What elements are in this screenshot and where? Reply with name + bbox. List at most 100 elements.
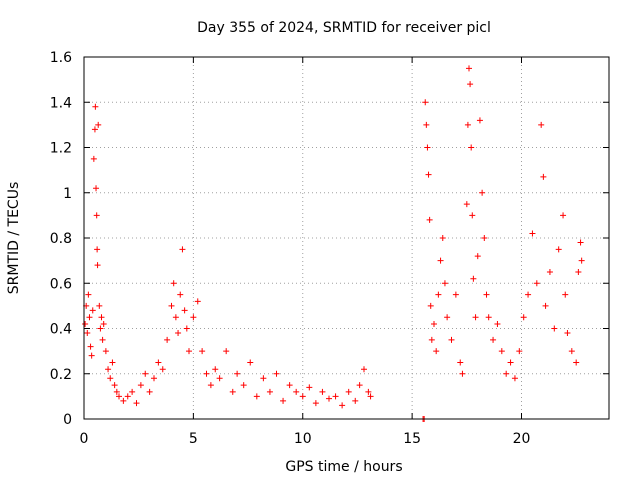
- data-point: [503, 370, 510, 377]
- data-point: [96, 302, 103, 309]
- data-point: [260, 375, 267, 382]
- data-point: [367, 393, 374, 400]
- data-point: [470, 275, 477, 282]
- data-point: [423, 121, 430, 128]
- data-point: [181, 307, 188, 314]
- data-point: [129, 388, 136, 395]
- data-point: [177, 291, 184, 298]
- y-tick-label: 1.6: [50, 50, 72, 66]
- data-point: [312, 400, 319, 407]
- data-point: [457, 359, 464, 366]
- data-point: [86, 314, 93, 321]
- x-tick-label: 0: [80, 431, 89, 447]
- data-point: [361, 366, 367, 373]
- data-point: [490, 336, 497, 343]
- data-point: [273, 370, 280, 377]
- data-point: [199, 348, 206, 355]
- data-point: [319, 388, 326, 395]
- data-point: [441, 280, 448, 287]
- data-point: [306, 384, 313, 391]
- data-point: [472, 314, 479, 321]
- data-point: [494, 320, 501, 327]
- data-point: [468, 144, 475, 151]
- data-point: [448, 336, 455, 343]
- data-point: [435, 291, 442, 298]
- data-point: [365, 388, 372, 395]
- data-point: [97, 325, 104, 332]
- data-point: [89, 307, 96, 314]
- data-point: [356, 382, 363, 389]
- data-point: [428, 336, 435, 343]
- data-point: [352, 397, 359, 404]
- data-point: [88, 352, 95, 359]
- data-point: [98, 314, 105, 321]
- data-point: [84, 330, 91, 337]
- data-point: [99, 336, 106, 343]
- data-point: [87, 343, 94, 350]
- data-point: [555, 246, 562, 253]
- data-point: [464, 121, 471, 128]
- data-point: [190, 314, 197, 321]
- data-point: [562, 291, 569, 298]
- data-point: [133, 400, 140, 407]
- data-point: [120, 397, 127, 404]
- data-point: [444, 314, 451, 321]
- data-point: [469, 212, 476, 219]
- x-tick-label: 10: [294, 431, 312, 447]
- data-point: [474, 253, 481, 260]
- data-point: [175, 330, 182, 337]
- data-point: [452, 291, 459, 298]
- data-point: [426, 216, 433, 223]
- data-point: [560, 212, 567, 219]
- data-point: [463, 201, 470, 208]
- y-tick-label: 1.4: [50, 95, 72, 111]
- y-axis-label: SRMTID / TECUs: [6, 182, 22, 295]
- data-point: [94, 246, 101, 253]
- data-point: [155, 359, 162, 366]
- data-point: [207, 382, 214, 389]
- data-point: [520, 314, 527, 321]
- x-tick-labels: 0 5 10 15 20: [80, 431, 531, 447]
- data-point: [439, 235, 446, 241]
- data-point: [437, 257, 444, 264]
- data-point: [479, 189, 486, 196]
- axis-ticks: [83, 56, 609, 420]
- data-point: [164, 336, 171, 343]
- data-point: [93, 212, 100, 219]
- data-point: [212, 366, 219, 373]
- data-point: [229, 388, 236, 395]
- data-point: [247, 359, 254, 366]
- y-tick-label: 0.6: [50, 276, 72, 292]
- data-point: [339, 402, 346, 409]
- data-point: [240, 382, 247, 389]
- y-tick-label: 1.2: [50, 141, 72, 157]
- data-point: [525, 291, 532, 298]
- data-point: [203, 370, 210, 377]
- x-tick-label: 5: [189, 431, 198, 447]
- data-point: [159, 366, 166, 373]
- data-point: [234, 370, 241, 377]
- data-point: [85, 291, 92, 298]
- data-point: [146, 388, 153, 395]
- data-point: [345, 388, 352, 395]
- data-point: [253, 393, 260, 400]
- data-point: [179, 246, 186, 253]
- data-point: [293, 388, 300, 395]
- data-point: [575, 268, 582, 275]
- data-point: [92, 103, 99, 110]
- data-point: [578, 257, 585, 264]
- data-point: [102, 348, 109, 355]
- data-point: [82, 320, 89, 327]
- y-tick-label: 0: [63, 412, 72, 428]
- data-point: [91, 126, 98, 133]
- data-point: [95, 121, 102, 128]
- y-tick-label: 1: [63, 186, 72, 202]
- grid-lines: [84, 57, 609, 419]
- y-tick-label: 0.2: [50, 367, 72, 383]
- y-tick-label: 0.8: [50, 231, 72, 247]
- x-tick-label: 20: [513, 431, 531, 447]
- data-point: [533, 280, 540, 287]
- data-point: [466, 65, 472, 72]
- data-point: [286, 382, 293, 389]
